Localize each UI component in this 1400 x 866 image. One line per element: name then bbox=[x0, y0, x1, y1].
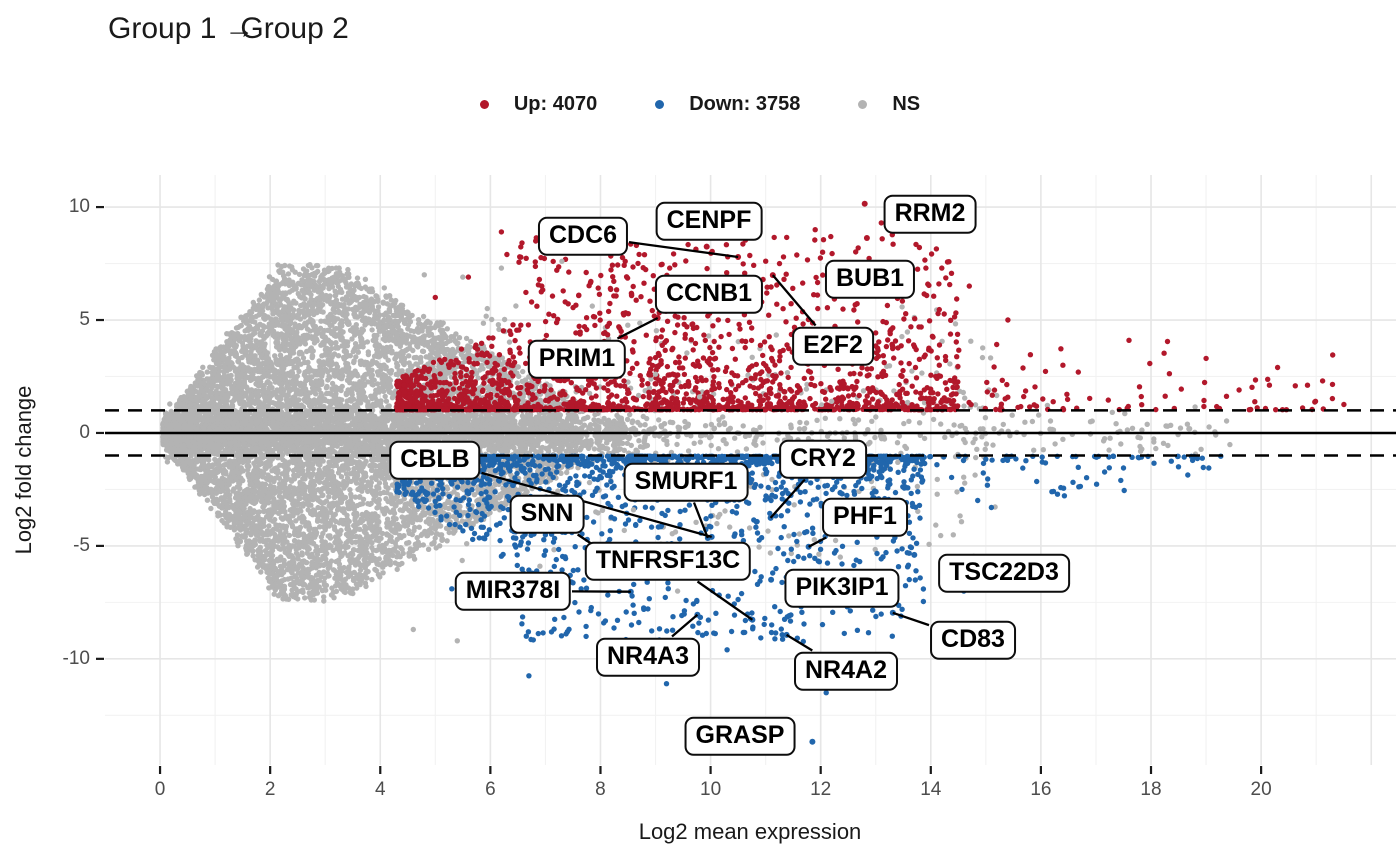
leader-line-CD83 bbox=[892, 611, 930, 627]
y-tick-label--5: -5 bbox=[73, 534, 90, 556]
legend-item-ns: NS bbox=[858, 93, 920, 116]
chart-title-right: Group 2 bbox=[240, 12, 349, 45]
leader-line-CBLB bbox=[481, 471, 713, 539]
legend: Up: 4070 Down: 3758 NS bbox=[0, 93, 1400, 116]
x-tick-label-2: 2 bbox=[264, 779, 276, 800]
chart-title: Group 1 → Group 2 bbox=[108, 12, 349, 46]
x-tick-label-14: 14 bbox=[920, 779, 942, 800]
leader-line-NR4A2 bbox=[786, 633, 813, 652]
leader-line-NR4A3 bbox=[671, 613, 699, 638]
x-tick-label-12: 12 bbox=[810, 779, 832, 800]
y-tick-label-5: 5 bbox=[79, 309, 90, 330]
x-tick-label-10: 10 bbox=[700, 779, 722, 800]
leader-line-CDC6 bbox=[628, 241, 739, 259]
y-tick-label-10: 10 bbox=[68, 196, 90, 218]
x-tick-label-16: 16 bbox=[1030, 779, 1052, 800]
legend-label-down: Down: 3758 bbox=[689, 93, 801, 115]
x-axis-title: Log2 mean expression bbox=[638, 819, 862, 844]
leader-line-TNFRSF13C bbox=[696, 580, 754, 621]
legend-item-down: Down: 3758 bbox=[655, 93, 800, 116]
y-axis-title: Log2 fold change bbox=[11, 385, 36, 555]
down-dot-icon bbox=[655, 100, 665, 109]
leader-line-PRIM1 bbox=[616, 316, 659, 340]
x-tick-label-18: 18 bbox=[1140, 779, 1162, 800]
legend-label-up: Up: 4070 bbox=[513, 93, 598, 115]
legend-label-ns: NS bbox=[892, 93, 921, 115]
ns-dot-icon bbox=[858, 100, 868, 109]
x-tick-label-0: 0 bbox=[154, 779, 166, 800]
up-dot-icon bbox=[479, 100, 489, 109]
leader-line-PHF1 bbox=[808, 536, 827, 548]
x-tick-label-20: 20 bbox=[1250, 779, 1272, 800]
y-tick-label--10: -10 bbox=[62, 647, 90, 669]
leader-line-SMURF1 bbox=[692, 502, 709, 539]
chart-title-left: Group 1 bbox=[108, 12, 217, 45]
x-tick-label-4: 4 bbox=[374, 779, 386, 800]
leader-line-CRY2 bbox=[769, 478, 806, 519]
x-tick-label-6: 6 bbox=[485, 779, 496, 800]
leader-line-E2F2 bbox=[771, 274, 817, 327]
x-tick-label-8: 8 bbox=[595, 779, 606, 800]
arrow-icon: → bbox=[224, 12, 255, 45]
legend-item-up: Up: 4070 bbox=[479, 93, 598, 116]
leader-line-SNN bbox=[576, 533, 594, 546]
y-tick-label-0: 0 bbox=[79, 421, 90, 443]
